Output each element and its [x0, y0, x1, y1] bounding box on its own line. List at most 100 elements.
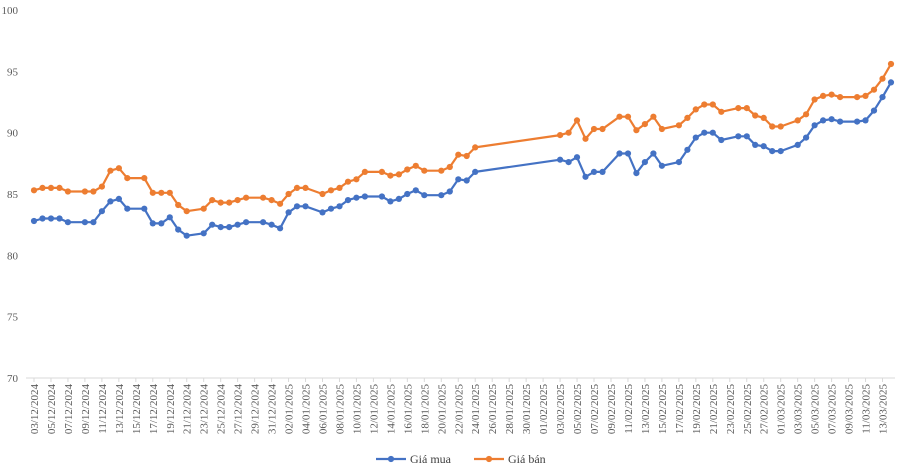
x-tick-label: 15/02/2025 [657, 384, 669, 435]
data-point [30, 187, 38, 194]
data-point [387, 172, 394, 179]
data-point [828, 116, 835, 123]
data-point [565, 159, 572, 166]
legend-marker [485, 455, 493, 463]
data-point [234, 197, 241, 204]
data-point [260, 194, 267, 201]
x-tick-label: 05/12/2024 [46, 384, 58, 435]
x-tick-label: 31/12/2024 [267, 384, 279, 435]
x-tick-label: 25/12/2024 [216, 384, 228, 435]
data-point [463, 177, 470, 184]
legend-item: Giá mua [376, 452, 452, 466]
data-point [353, 194, 360, 201]
data-point [39, 184, 46, 191]
data-point [293, 184, 301, 191]
data-point [378, 168, 385, 175]
data-point [557, 132, 564, 139]
y-tick-label: 75 [7, 312, 19, 324]
x-tick-label: 13/03/2025 [878, 384, 890, 435]
data-point [319, 209, 326, 216]
data-point [217, 199, 224, 206]
x-tick-label: 05/03/2025 [810, 384, 822, 435]
series-line [33, 81, 892, 237]
data-point [709, 101, 716, 108]
data-point [302, 184, 309, 191]
x-tick-label: 25/02/2025 [742, 384, 754, 435]
x-tick-label: 26/01/2025 [487, 384, 499, 435]
x-tick-label: 28/01/2025 [504, 384, 516, 435]
data-point [183, 208, 190, 215]
data-point [455, 176, 462, 183]
data-point [633, 170, 640, 177]
data-point [735, 105, 742, 112]
data-point [438, 192, 445, 199]
data-point [336, 203, 343, 210]
data-point [319, 190, 326, 198]
data-point [684, 114, 691, 121]
data-point [828, 91, 835, 98]
data-point [344, 178, 352, 185]
data-point [115, 195, 122, 202]
data-point [837, 94, 844, 101]
data-point [47, 215, 55, 222]
data-point [887, 79, 895, 86]
x-tick-label: 07/02/2025 [589, 384, 601, 435]
x-tick-label: 03/02/2025 [555, 384, 567, 435]
data-point [616, 150, 623, 157]
x-tick-label: 03/03/2025 [793, 384, 805, 435]
data-point [472, 168, 479, 175]
data-point [234, 221, 241, 228]
x-tick-label: 13/02/2025 [640, 384, 652, 435]
data-point [794, 117, 801, 124]
data-point [438, 167, 445, 174]
x-tick-label: 20/01/2025 [436, 384, 448, 435]
x-tick-label: 21/12/2024 [182, 384, 194, 435]
data-point [760, 143, 767, 150]
data-point [862, 92, 869, 99]
data-point [243, 219, 250, 226]
data-point [107, 167, 114, 174]
data-point [421, 167, 428, 174]
data-point [590, 168, 598, 175]
data-point [302, 203, 309, 210]
data-point [777, 148, 784, 155]
data-point [760, 114, 767, 121]
x-tick-label: 17/02/2025 [674, 384, 686, 435]
data-point [633, 127, 640, 134]
data-point [98, 208, 105, 215]
data-point [361, 193, 368, 200]
data-point [90, 188, 97, 195]
data-point [675, 159, 683, 166]
data-point [30, 217, 38, 225]
data-point [175, 226, 182, 233]
data-point [285, 190, 292, 198]
x-tick-label: 14/01/2025 [385, 384, 397, 435]
y-tick-label: 70 [7, 373, 19, 385]
data-point [573, 154, 581, 161]
data-point [573, 117, 581, 124]
data-point [243, 194, 250, 201]
data-point [658, 125, 666, 133]
x-tick-label: 11/12/2024 [97, 384, 109, 434]
x-tick-label: 04/01/2025 [301, 384, 313, 435]
data-point [879, 75, 886, 82]
data-point [175, 201, 182, 209]
data-point [599, 125, 606, 133]
data-point [149, 189, 156, 196]
legend-label: Giá mua [410, 452, 452, 466]
x-tick-label: 09/02/2025 [606, 384, 618, 435]
data-point [226, 199, 233, 206]
data-point [854, 94, 861, 101]
x-tick-label: 19/02/2025 [691, 384, 703, 435]
x-tick-label: 06/01/2025 [317, 384, 329, 435]
data-point [404, 190, 411, 198]
data-point [854, 118, 861, 125]
data-point [98, 183, 105, 190]
data-point [820, 92, 827, 99]
x-tick-label: 15/12/2024 [131, 384, 143, 435]
data-point [90, 219, 97, 226]
data-point [226, 224, 233, 231]
data-point [743, 133, 750, 140]
x-tick-label: 17/12/2024 [148, 384, 160, 435]
data-point [837, 118, 844, 125]
